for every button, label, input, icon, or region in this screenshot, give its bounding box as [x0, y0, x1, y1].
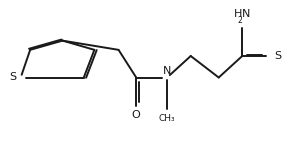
Text: CH₃: CH₃ [159, 114, 176, 123]
Text: S: S [275, 51, 282, 61]
Text: 2: 2 [237, 16, 242, 25]
Text: N: N [163, 66, 171, 76]
Text: O: O [132, 110, 141, 120]
Text: H: H [234, 9, 242, 19]
Text: N: N [242, 9, 251, 19]
Text: S: S [9, 73, 16, 82]
